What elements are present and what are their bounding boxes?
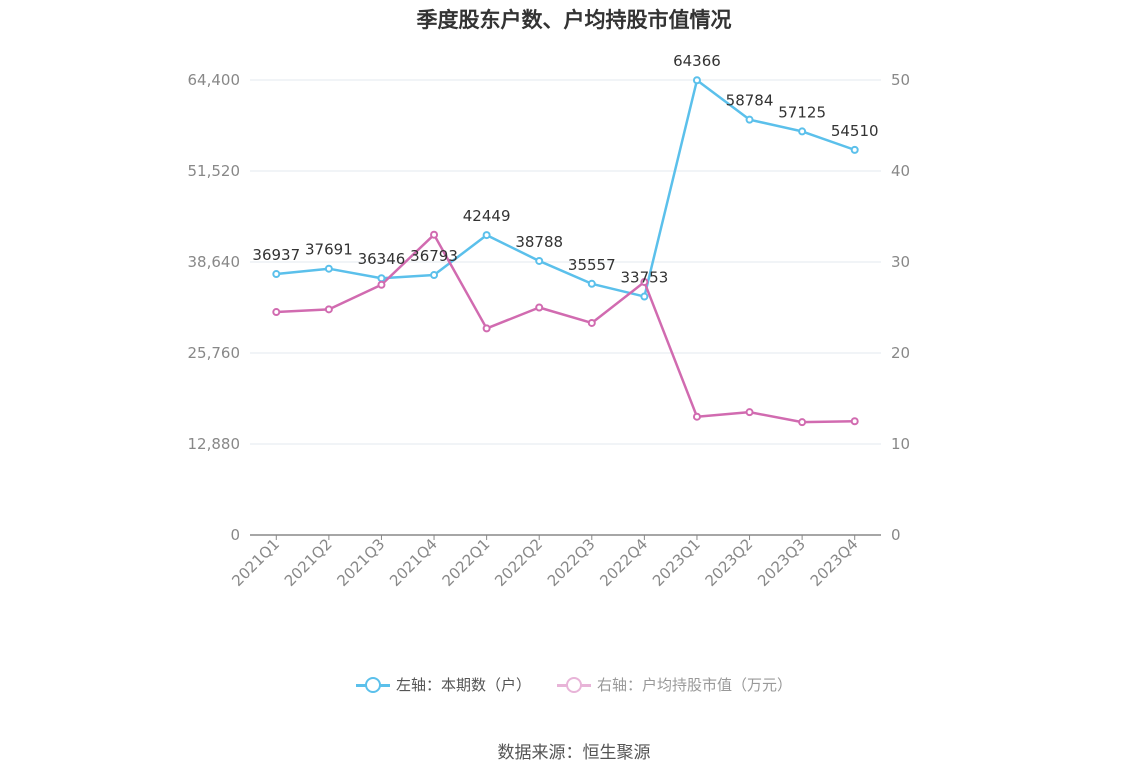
data-point-households — [377, 274, 386, 283]
data-point-households — [272, 270, 281, 279]
left-axis-tick-label: 51,520 — [188, 162, 241, 180]
data-point-avg-value — [324, 305, 333, 314]
series-line-households — [276, 78, 856, 298]
x-axis-tick-label: 2022Q1 — [439, 535, 494, 590]
chart-title: 季度股东户数、户均持股市值情况 — [416, 8, 732, 32]
left-axis-tick-label: 12,880 — [188, 435, 241, 453]
data-point-households — [482, 231, 491, 240]
right-axis-tick-label: 0 — [891, 526, 901, 544]
x-axis-tick-label: 2023Q4 — [807, 535, 862, 590]
data-label-households: 35557 — [568, 256, 616, 274]
right-axis-tick-label: 40 — [891, 162, 910, 180]
data-point-avg-value — [430, 230, 439, 239]
left-axis-tick-label: 25,760 — [188, 344, 241, 362]
data-point-households — [850, 145, 859, 154]
data-point-avg-value — [272, 308, 281, 317]
data-source: 数据来源：恒生聚源 — [497, 743, 651, 763]
x-axis-tick-label: 2021Q2 — [281, 535, 336, 590]
data-point-households — [692, 76, 701, 85]
data-point-households — [798, 127, 807, 136]
x-axis-tick-label: 2022Q3 — [544, 535, 599, 590]
right-axis-tick-label: 10 — [891, 435, 910, 453]
data-label-households: 33753 — [621, 269, 669, 287]
line-chart: 0 0 12,880 10 25,760 20 38,640 30 51,520 40 64,400… — [188, 52, 911, 590]
data-point-households — [324, 264, 333, 273]
data-label-households: 58784 — [726, 92, 774, 110]
data-point-avg-value — [587, 318, 596, 327]
data-point-households — [430, 271, 439, 280]
left-axis-tick-label: 64,400 — [188, 71, 241, 89]
right-axis-tick-label: 20 — [891, 344, 910, 362]
data-label-households: 64366 — [673, 52, 721, 70]
data-point-households — [745, 115, 754, 124]
data-label-households: 36346 — [358, 250, 406, 268]
legend-swatch-households — [355, 675, 390, 695]
x-axis-tick-label: 2023Q2 — [702, 535, 757, 590]
left-axis-tick-label: 0 — [230, 526, 240, 544]
series-line-avg-value — [276, 233, 855, 424]
x-axis-tick-label: 2023Q1 — [649, 535, 704, 590]
data-point-avg-value — [377, 280, 386, 289]
legend-label-avg-value: 右轴：户均持股市值（万元） — [597, 676, 793, 694]
legend-item-avg-value[interactable]: 右轴：户均持股市值（万元） — [557, 674, 792, 695]
data-point-avg-value — [640, 278, 649, 287]
data-point-avg-value — [482, 324, 491, 333]
data-label-households: 38788 — [515, 233, 563, 251]
legend-swatch-avg-value — [557, 675, 591, 695]
data-point-avg-value — [692, 412, 701, 421]
left-axis-tick-label: 38,640 — [188, 253, 241, 271]
data-label-households: 36793 — [410, 247, 458, 265]
right-axis-tick-label: 30 — [891, 253, 910, 271]
x-axis-tick-label: 2021Q3 — [333, 535, 388, 590]
data-label-households: 36937 — [252, 246, 300, 264]
data-point-households — [640, 292, 649, 301]
data-point-avg-value — [798, 418, 807, 427]
x-axis-tick-label: 2023Q3 — [754, 535, 809, 590]
data-point-avg-value — [745, 408, 754, 417]
data-point-households — [535, 256, 544, 265]
legend-item-households[interactable]: 左轴：本期数（户） — [355, 674, 531, 695]
chart-legend: 左轴：本期数（户） 右轴：户均持股市值（万元） — [0, 674, 1148, 695]
x-axis-tick-label: 2021Q4 — [386, 535, 441, 590]
x-axis-tick-label: 2022Q4 — [596, 535, 651, 590]
data-label-households: 57125 — [778, 103, 826, 121]
data-label-households: 54510 — [831, 122, 879, 140]
data-point-avg-value — [850, 417, 859, 426]
right-axis-tick-label: 50 — [891, 71, 910, 89]
data-point-avg-value — [535, 303, 544, 312]
data-label-households: 37691 — [305, 241, 353, 259]
legend-label-households: 左轴：本期数（户） — [395, 676, 531, 694]
data-point-households — [587, 279, 596, 288]
data-label-households: 42449 — [463, 207, 511, 225]
x-axis-tick-label: 2022Q2 — [491, 535, 546, 590]
